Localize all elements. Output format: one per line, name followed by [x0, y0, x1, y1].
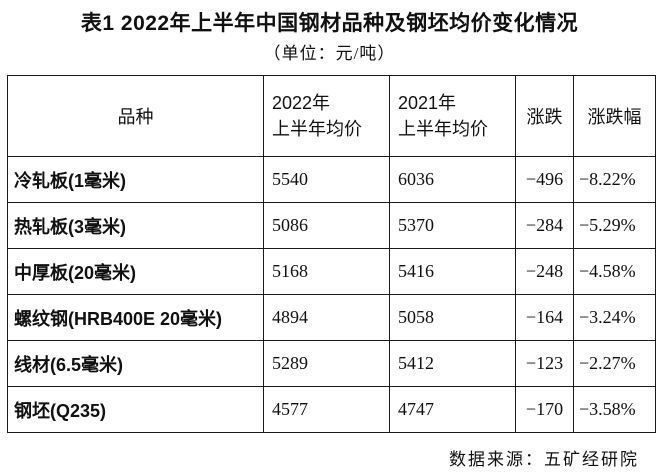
- col-header-avg-2022-line2: 上半年均价: [272, 119, 362, 139]
- cell-change-pct: −2.27%: [573, 340, 656, 387]
- cell-avg-2022: 5086: [263, 202, 390, 249]
- cell-change-pct: −4.58%: [573, 248, 656, 295]
- cell-variety: 热轧板(3毫米): [7, 202, 264, 249]
- table-row: 螺纹钢(HRB400E 20毫米) 4894 5058 −164 −3.24%: [7, 294, 656, 341]
- table-row: 热轧板(3毫米) 5086 5370 −284 −5.29%: [7, 202, 656, 249]
- cell-variety: 冷轧板(1毫米): [7, 156, 264, 203]
- col-header-change-pct: 涨跌幅: [573, 75, 656, 157]
- cell-change-pct: −5.29%: [573, 202, 656, 249]
- cell-avg-2021: 6036: [389, 156, 516, 203]
- cell-avg-2021: 5416: [389, 248, 516, 295]
- table-row: 钢坯(Q235) 4577 4747 −170 −3.58%: [7, 386, 656, 433]
- cell-change: −496: [515, 156, 574, 203]
- cell-avg-2021: 5058: [389, 294, 516, 341]
- cell-change: −284: [515, 202, 574, 249]
- table-row: 冷轧板(1毫米) 5540 6036 −496 −8.22%: [7, 156, 656, 203]
- cell-change: −164: [515, 294, 574, 341]
- unit-note: （单位：元/吨）: [263, 44, 396, 63]
- cell-variety: 中厚板(20毫米): [7, 248, 264, 295]
- cell-variety: 线材(6.5毫米): [7, 340, 264, 387]
- cell-avg-2021: 4747: [389, 386, 516, 433]
- cell-avg-2022: 5289: [263, 340, 390, 387]
- cell-avg-2021: 5370: [389, 202, 516, 249]
- cell-variety: 钢坯(Q235): [7, 386, 264, 433]
- cell-change-pct: −8.22%: [573, 156, 656, 203]
- cell-avg-2021: 5412: [389, 340, 516, 387]
- col-header-avg-2021: 2021年 上半年均价: [389, 75, 516, 157]
- cell-change: −170: [515, 386, 574, 433]
- cell-variety: 螺纹钢(HRB400E 20毫米): [7, 294, 264, 341]
- col-header-variety: 品种: [7, 75, 264, 157]
- cell-change-pct: −3.58%: [573, 386, 656, 433]
- table-row: 中厚板(20毫米) 5168 5416 −248 −4.58%: [7, 248, 656, 295]
- cell-avg-2022: 4577: [263, 386, 390, 433]
- col-header-avg-2021-line2: 上半年均价: [398, 119, 488, 139]
- cell-avg-2022: 4894: [263, 294, 390, 341]
- cell-avg-2022: 5540: [263, 156, 390, 203]
- col-header-avg-2022: 2022年 上半年均价: [263, 75, 390, 157]
- col-header-change: 涨跌: [515, 75, 574, 157]
- cell-change: −248: [515, 248, 574, 295]
- price-table: 品种 2022年 上半年均价 2021年 上半年均价 涨跌 涨跌幅 冷轧板(1毫…: [7, 75, 656, 433]
- cell-change: −123: [515, 340, 574, 387]
- cell-change-pct: −3.24%: [573, 294, 656, 341]
- price-table-wrap: 品种 2022年 上半年均价 2021年 上半年均价 涨跌 涨跌幅 冷轧板(1毫…: [7, 75, 656, 433]
- page-title: 表1 2022年上半年中国钢材品种及钢坯均价变化情况: [80, 12, 579, 35]
- header-row: 品种 2022年 上半年均价 2021年 上半年均价 涨跌 涨跌幅: [7, 75, 656, 157]
- col-header-avg-2022-line1: 2022年: [272, 93, 331, 113]
- col-header-avg-2021-line1: 2021年: [398, 93, 457, 113]
- data-source: 数据来源：五矿经研院: [449, 450, 639, 469]
- cell-avg-2022: 5168: [263, 248, 390, 295]
- table-row: 线材(6.5毫米) 5289 5412 −123 −2.27%: [7, 340, 656, 387]
